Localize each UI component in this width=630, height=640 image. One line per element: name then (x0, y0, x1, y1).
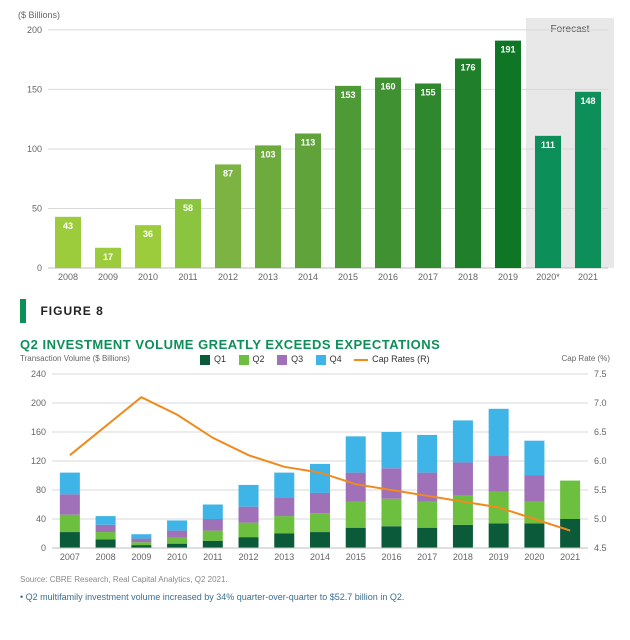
svg-text:103: 103 (260, 149, 275, 159)
svg-text:113: 113 (301, 137, 316, 147)
svg-text:80: 80 (36, 485, 46, 495)
svg-text:50: 50 (32, 203, 42, 213)
svg-text:2008: 2008 (96, 552, 116, 562)
svg-text:4.5: 4.5 (594, 543, 607, 553)
chart-subtitle: Q2 INVESTMENT VOLUME GREATLY EXCEEDS EXP… (20, 337, 616, 352)
svg-text:58: 58 (183, 203, 193, 213)
svg-text:0: 0 (37, 263, 42, 273)
svg-text:($ Billions): ($ Billions) (18, 10, 60, 20)
svg-text:6.0: 6.0 (594, 456, 607, 466)
svg-text:5.5: 5.5 (594, 485, 607, 495)
svg-text:2015: 2015 (338, 272, 358, 282)
stacked-bar-chart-quarterly: 0 4.5 40 5.0 80 5.5 120 6.0 160 6.5 200 7.0 240 7.5 20… (14, 368, 616, 566)
svg-text:2010: 2010 (167, 552, 187, 562)
figure-heading: FIGURE 8 (20, 299, 616, 323)
svg-text:2016: 2016 (378, 272, 398, 282)
svg-text:7.5: 7.5 (594, 369, 607, 379)
svg-text:2007: 2007 (60, 552, 80, 562)
svg-text:2020: 2020 (524, 552, 544, 562)
svg-text:17: 17 (103, 252, 113, 262)
svg-text:2009: 2009 (131, 552, 151, 562)
legend-swatch-q4 (316, 355, 326, 365)
svg-text:240: 240 (31, 369, 46, 379)
legend-label-q2: Q2 (253, 354, 265, 364)
svg-text:87: 87 (223, 168, 233, 178)
svg-text:2016: 2016 (381, 552, 401, 562)
legend-swatch-q1 (200, 355, 210, 365)
legend-label-q4: Q4 (330, 354, 342, 364)
svg-text:2021: 2021 (560, 552, 580, 562)
source-text: Source: CBRE Research, Real Capital Anal… (20, 575, 616, 584)
svg-text:2015: 2015 (346, 552, 366, 562)
svg-text:2018: 2018 (453, 552, 473, 562)
chart-legend: Q1 Q2 Q3 Q4 Cap Rates (R) (190, 354, 430, 365)
svg-text:2014: 2014 (310, 552, 330, 562)
svg-text:200: 200 (31, 398, 46, 408)
legend-line-cap (354, 359, 368, 361)
svg-text:150: 150 (27, 84, 42, 94)
right-axis-title: Cap Rate (%) (562, 354, 610, 363)
svg-text:2019: 2019 (489, 552, 509, 562)
svg-text:0: 0 (41, 543, 46, 553)
svg-text:176: 176 (460, 62, 475, 72)
svg-text:2018: 2018 (458, 272, 478, 282)
svg-text:2019: 2019 (498, 272, 518, 282)
svg-text:2011: 2011 (203, 552, 222, 562)
svg-text:100: 100 (27, 144, 42, 154)
svg-text:155: 155 (420, 87, 435, 97)
svg-text:160: 160 (380, 82, 395, 92)
svg-text:2012: 2012 (218, 272, 238, 282)
svg-text:2010: 2010 (138, 272, 158, 282)
svg-text:148: 148 (580, 96, 595, 106)
svg-text:120: 120 (31, 456, 46, 466)
svg-text:2017: 2017 (418, 272, 438, 282)
svg-text:2009: 2009 (98, 272, 118, 282)
legend-label-q1: Q1 (214, 354, 226, 364)
legend-label-q3: Q3 (291, 354, 303, 364)
svg-text:40: 40 (36, 514, 46, 524)
svg-text:5.0: 5.0 (594, 514, 607, 524)
left-axis-title: Transaction Volume ($ Billions) (20, 354, 130, 363)
svg-text:2020*: 2020* (536, 272, 560, 282)
figure-number: FIGURE 8 (40, 304, 103, 318)
svg-text:2017: 2017 (417, 552, 437, 562)
svg-text:2021: 2021 (578, 272, 598, 282)
svg-text:2014: 2014 (298, 272, 318, 282)
legend-swatch-q2 (239, 355, 249, 365)
bar-chart-annual: Forecast($ Billions)05010015020043200817… (14, 8, 616, 288)
svg-text:43: 43 (63, 221, 73, 231)
svg-text:2013: 2013 (274, 552, 294, 562)
svg-text:200: 200 (27, 25, 42, 35)
legend-label-cap: Cap Rates (R) (372, 354, 430, 364)
svg-text:36: 36 (143, 229, 153, 239)
svg-text:160: 160 (31, 427, 46, 437)
svg-text:2012: 2012 (239, 552, 259, 562)
svg-text:2013: 2013 (258, 272, 278, 282)
svg-text:153: 153 (340, 90, 355, 100)
svg-text:2008: 2008 (58, 272, 78, 282)
svg-text:191: 191 (500, 45, 515, 55)
legend-swatch-q3 (277, 355, 287, 365)
svg-text:111: 111 (541, 140, 555, 150)
svg-text:7.0: 7.0 (594, 398, 607, 408)
bullet-note: • Q2 multifamily investment volume incre… (20, 592, 616, 602)
figure-rule (20, 299, 26, 323)
svg-text:2011: 2011 (178, 272, 197, 282)
svg-text:6.5: 6.5 (594, 427, 607, 437)
